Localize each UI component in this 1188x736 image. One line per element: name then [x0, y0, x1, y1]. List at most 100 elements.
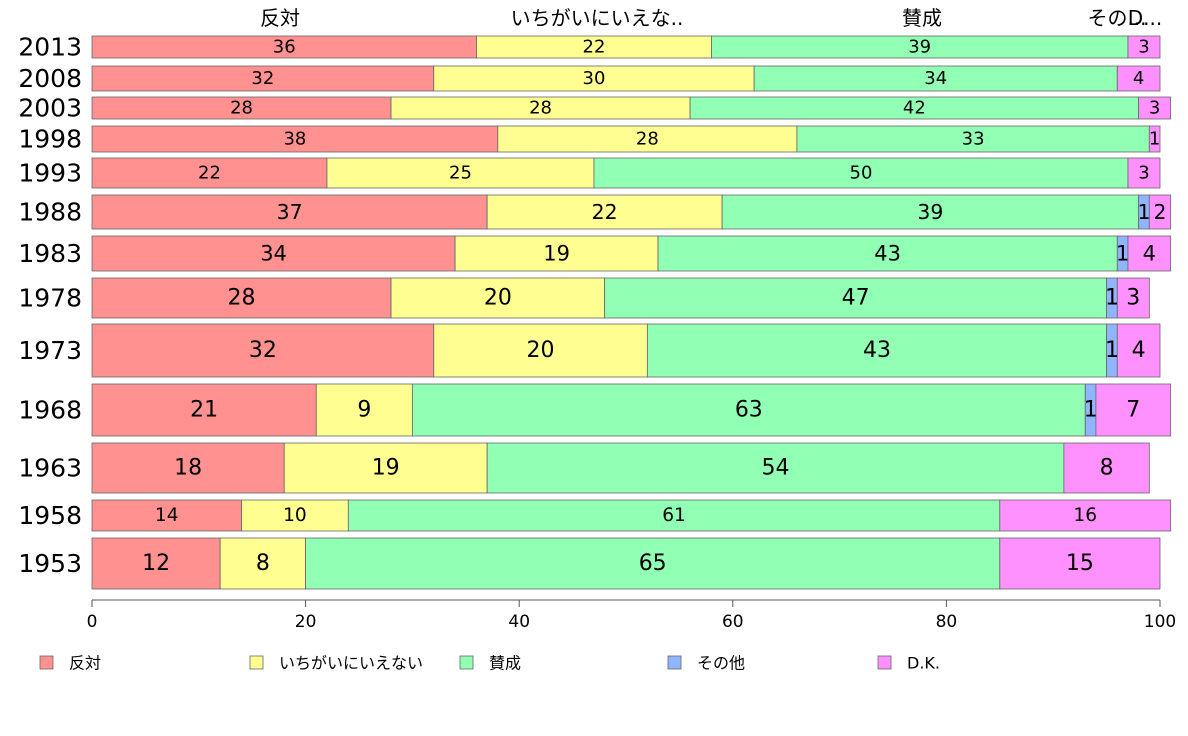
bar-segment — [646, 323, 1107, 378]
data-label: 32 — [249, 338, 277, 363]
data-label: 37 — [277, 200, 303, 224]
bar-segment — [1148, 194, 1172, 230]
legend-label: 反対 — [69, 654, 101, 673]
data-label: 22 — [592, 200, 618, 224]
bar-segment — [91, 323, 435, 378]
top-series-label: その... — [1087, 6, 1146, 30]
data-label: 7 — [1126, 398, 1140, 423]
data-label: 14 — [155, 505, 179, 526]
data-label: 43 — [874, 242, 901, 266]
data-label: 43 — [863, 338, 891, 363]
bar-segment — [219, 537, 307, 590]
bar-segment — [1116, 323, 1161, 378]
data-label: 4 — [1133, 68, 1144, 89]
data-label: 18 — [174, 456, 202, 481]
data-label: 30 — [583, 68, 606, 89]
bar-segment — [1148, 125, 1161, 153]
data-label: 1 — [1116, 242, 1129, 266]
data-label: 8 — [256, 551, 270, 576]
bar-segment — [1127, 157, 1161, 189]
data-label: 28 — [230, 98, 253, 119]
data-label: 1 — [1105, 338, 1119, 363]
data-label: 50 — [850, 163, 873, 184]
bar-segment — [497, 125, 798, 153]
x-tick-label: 40 — [508, 612, 530, 632]
data-label: 65 — [639, 551, 667, 576]
data-label: 4 — [1132, 338, 1146, 363]
legend-swatch — [459, 655, 474, 670]
data-label: 22 — [583, 37, 606, 58]
data-label: 3 — [1126, 286, 1140, 311]
y-tick-label: 1988 — [18, 198, 82, 227]
x-tick-label: 100 — [1144, 612, 1176, 632]
bar-segment — [1116, 65, 1161, 92]
bar-segment — [390, 277, 606, 319]
legend-swatch — [249, 655, 264, 670]
data-label: 15 — [1066, 551, 1094, 576]
data-label: 3 — [1138, 163, 1149, 184]
data-label: 42 — [903, 98, 926, 119]
y-tick-label: 1973 — [18, 336, 82, 365]
data-label: 2 — [1154, 200, 1167, 224]
data-label: 9 — [357, 398, 371, 423]
bar-segment — [593, 157, 1129, 189]
bar-segment — [91, 194, 488, 230]
bar-segment — [657, 235, 1118, 272]
bar-segment — [454, 235, 659, 272]
y-tick-label: 1953 — [18, 549, 82, 578]
y-tick-label: 1968 — [18, 396, 82, 425]
data-label: 36 — [273, 37, 296, 58]
data-label: 63 — [735, 398, 763, 423]
bar-segment — [753, 65, 1118, 92]
x-axis: 0 20 40 60 80 100 — [87, 599, 1176, 632]
data-label: 3 — [1138, 37, 1149, 58]
y-tick-label: 1998 — [18, 125, 82, 154]
data-label: 28 — [529, 98, 552, 119]
data-label: 39 — [908, 37, 931, 58]
bar-segment — [433, 323, 648, 378]
data-label: 20 — [484, 286, 512, 311]
bar-segment — [1116, 277, 1150, 319]
x-tick-label: 20 — [295, 612, 317, 632]
bar-segment — [91, 383, 317, 437]
x-tick-label: 60 — [722, 612, 744, 632]
data-label: 38 — [283, 129, 306, 150]
data-label: 4 — [1143, 242, 1156, 266]
y-tick-label: 2013 — [18, 33, 82, 62]
data-label: 10 — [283, 505, 307, 526]
data-label: 19 — [372, 456, 400, 481]
data-label: 1 — [1137, 200, 1150, 224]
data-label: 12 — [142, 551, 170, 576]
legend-swatch — [877, 655, 892, 670]
data-label: 54 — [762, 456, 790, 481]
data-label: 28 — [228, 286, 256, 311]
data-label: 3 — [1149, 98, 1160, 119]
data-label: 34 — [924, 68, 947, 89]
legend-swatch — [667, 655, 682, 670]
top-series-label: 賛成 — [902, 6, 942, 30]
x-tick-label: 0 — [87, 612, 98, 632]
bar-segment — [1127, 235, 1172, 272]
data-label: 33 — [962, 129, 985, 150]
data-label: 25 — [449, 163, 472, 184]
data-label: 1 — [1105, 286, 1119, 311]
bar-segment — [999, 499, 1172, 532]
data-label: 47 — [842, 286, 870, 311]
bar-segment — [91, 65, 435, 92]
data-label: 20 — [527, 338, 555, 363]
bar-segment — [1095, 383, 1172, 437]
bar-segment — [91, 157, 328, 189]
top-series-label: D... — [1128, 6, 1162, 30]
data-label: 19 — [543, 242, 570, 266]
data-label: 34 — [260, 242, 287, 266]
y-tick-label: 1958 — [18, 501, 82, 530]
bar-segment — [91, 537, 221, 590]
y-tick-label: 2008 — [18, 64, 82, 93]
bar-segment — [1138, 96, 1172, 120]
bar-segment — [91, 235, 456, 272]
bar-segment — [999, 537, 1161, 590]
y-tick-label: 1983 — [18, 239, 82, 268]
y-tick-label: 2003 — [18, 94, 82, 123]
legend-label: 賛成 — [489, 654, 521, 673]
